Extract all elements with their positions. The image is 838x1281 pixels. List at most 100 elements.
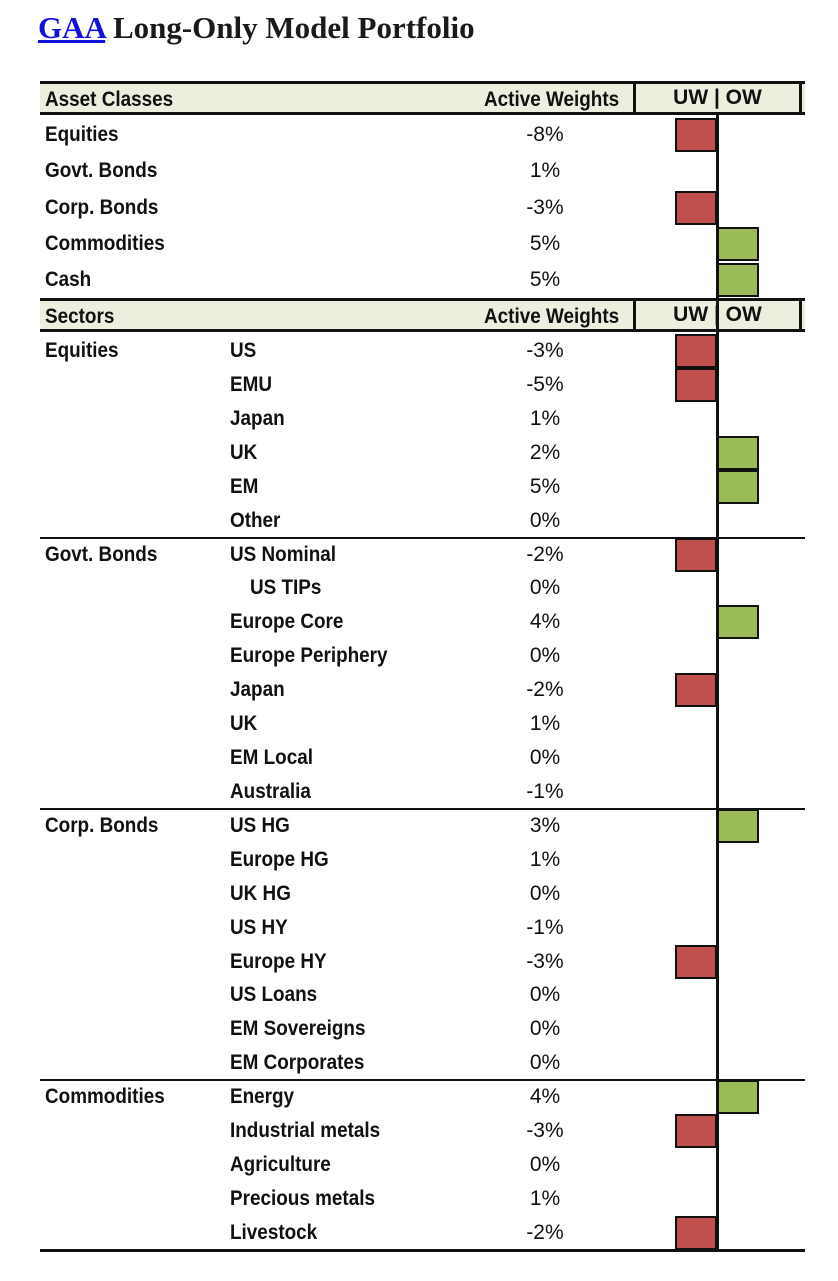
- sector-group-name: Commodities: [45, 1085, 165, 1109]
- sector-name: US Loans: [230, 983, 318, 1007]
- sector-row: Corp. Bonds US HG 3%: [40, 809, 805, 843]
- sector-name: Industrial metals: [230, 1119, 381, 1143]
- sector-name: Japan: [230, 406, 285, 430]
- sector-row: EMU -5%: [40, 368, 805, 402]
- underweight-bar: [675, 944, 717, 979]
- asset-classes-heading: Asset Classes: [45, 88, 174, 111]
- table-bottom-border: [40, 1249, 805, 1252]
- active-weight-value: 1%: [529, 1187, 561, 1210]
- sector-row: Europe HG 1%: [40, 843, 805, 877]
- sector-row: US TIPs 0%: [40, 571, 805, 605]
- sector-name: EMU: [230, 372, 273, 396]
- active-weight-value: 4%: [529, 1085, 561, 1109]
- overweight-bar: [717, 227, 759, 261]
- sector-row: UK 2%: [40, 436, 805, 470]
- active-weight-value: -2%: [526, 678, 564, 702]
- sector-row: US Loans 0%: [40, 978, 805, 1012]
- active-weight-value: -1%: [526, 915, 564, 939]
- active-weight-value: -3%: [526, 949, 564, 973]
- sector-row: Agriculture 0%: [40, 1148, 805, 1182]
- asset-class-row: Govt. Bonds 1%: [40, 154, 805, 188]
- active-weight-value: 5%: [529, 474, 561, 498]
- underweight-bar: [675, 673, 717, 708]
- group-divider: [40, 1079, 805, 1082]
- sector-name: Europe HY: [230, 949, 327, 973]
- sector-name: Precious metals: [230, 1187, 375, 1210]
- active-weight-value: -3%: [526, 1119, 564, 1143]
- sector-name: US HY: [230, 915, 288, 939]
- active-weight-value: 0%: [529, 1051, 561, 1075]
- sector-name: Other: [230, 508, 281, 532]
- active-weight-value: 0%: [529, 508, 561, 532]
- sector-row: EM 5%: [40, 470, 805, 504]
- active-weight-value: 0%: [529, 881, 561, 905]
- overweight-bar: [717, 808, 759, 843]
- sectors-heading: Sectors: [45, 305, 115, 328]
- asset-classes-header: Asset Classes Active Weights UW | OW: [40, 81, 805, 115]
- underweight-bar: [675, 1114, 717, 1149]
- sector-row: UK HG 0%: [40, 877, 805, 911]
- active-weight-value: -2%: [526, 1220, 564, 1244]
- sector-row: Japan -2%: [40, 673, 805, 707]
- active-weight-value: 0%: [529, 983, 561, 1007]
- sector-row: Industrial metals -3%: [40, 1114, 805, 1148]
- sector-name: Australia: [230, 779, 311, 803]
- active-weight-value: -2%: [526, 542, 564, 566]
- active-weight-value: 5%: [529, 232, 561, 255]
- group-divider: [40, 536, 805, 539]
- asset-class-name: Cash: [45, 268, 92, 291]
- sector-row: Australia -1%: [40, 775, 805, 809]
- sector-name: UK HG: [230, 881, 291, 905]
- sector-name: Europe Periphery: [230, 644, 388, 668]
- sector-row: Europe Periphery 0%: [40, 639, 805, 673]
- group-divider: [40, 807, 805, 810]
- sector-row: EM Local 0%: [40, 741, 805, 775]
- active-weight-value: 1%: [529, 847, 561, 871]
- sector-row: Japan 1%: [40, 402, 805, 436]
- sector-group-name: Equities: [45, 339, 119, 362]
- sector-row: US HY -1%: [40, 911, 805, 945]
- sector-row: Europe HY -3%: [40, 945, 805, 979]
- sector-name: Energy: [230, 1085, 295, 1109]
- sector-name: EM Local: [230, 746, 313, 770]
- page-title: GAA Long-Only Model Portfolio: [38, 8, 475, 48]
- asset-class-name: Equities: [45, 123, 119, 146]
- sector-name: EM Corporates: [230, 1051, 365, 1075]
- active-weight-value: 1%: [529, 159, 561, 182]
- title-text: Long-Only Model Portfolio: [105, 10, 475, 45]
- active-weights-heading: Active Weights: [483, 305, 619, 328]
- sector-row: Govt. Bonds US Nominal -2%: [40, 538, 805, 572]
- active-weight-value: -1%: [526, 779, 564, 803]
- sector-name: US Nominal: [230, 542, 337, 566]
- sector-row: Other 0%: [40, 504, 805, 538]
- underweight-bar: [675, 334, 717, 368]
- sector-name: US TIPs: [250, 576, 322, 600]
- sector-row: Equities US -3%: [40, 334, 805, 368]
- sector-row: Precious metals 1%: [40, 1182, 805, 1216]
- zero-axis-line: [716, 115, 719, 1252]
- active-weight-value: 3%: [529, 813, 561, 837]
- overweight-bar: [717, 263, 759, 297]
- active-weight-value: 1%: [529, 712, 561, 736]
- asset-class-row: Equities -8%: [40, 118, 805, 152]
- uw-ow-heading: UW | OW: [633, 81, 802, 115]
- active-weight-value: 5%: [529, 268, 561, 291]
- sector-name: UK: [230, 712, 258, 736]
- active-weight-value: 0%: [529, 1017, 561, 1041]
- active-weight-value: 2%: [529, 440, 561, 464]
- asset-class-row: Corp. Bonds -3%: [40, 191, 805, 225]
- asset-class-name: Commodities: [45, 232, 165, 255]
- active-weight-value: 0%: [529, 746, 561, 770]
- overweight-bar: [717, 435, 759, 470]
- underweight-bar: [675, 118, 717, 152]
- active-weight-value: 0%: [529, 1153, 561, 1177]
- sector-row: EM Sovereigns 0%: [40, 1012, 805, 1046]
- sector-row: Europe Core 4%: [40, 605, 805, 639]
- active-weight-value: -3%: [526, 339, 564, 362]
- sectors-header: Sectors Active Weights UW | OW: [40, 298, 805, 332]
- active-weight-value: -3%: [526, 196, 564, 219]
- asset-class-name: Corp. Bonds: [45, 196, 159, 219]
- sector-row: EM Corporates 0%: [40, 1046, 805, 1080]
- gaa-link[interactable]: GAA: [38, 10, 106, 45]
- asset-class-row: Cash 5%: [40, 263, 805, 297]
